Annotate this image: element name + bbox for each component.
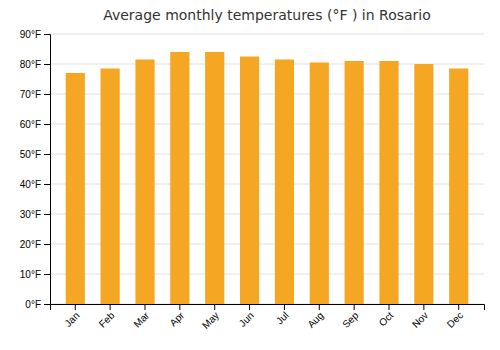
x-tick-mark (110, 304, 111, 310)
x-tick: Jun (237, 304, 256, 329)
bar (379, 61, 398, 304)
x-tick-label: Apr (167, 309, 186, 328)
y-tick-label: 50°F (20, 149, 41, 160)
x-tick-mark (179, 304, 180, 310)
bar (414, 64, 433, 304)
y-tick-label: 20°F (20, 239, 41, 250)
x-tick: Jul (274, 304, 291, 326)
y-tick: 30°F (20, 209, 50, 220)
y-tick-label: 90°F (20, 29, 41, 40)
x-tick-mark (319, 304, 320, 310)
bar (449, 69, 468, 305)
x-tick: May (200, 304, 221, 331)
x-tick-mark (389, 304, 390, 310)
x-tick: Jan (62, 304, 81, 329)
x-tick: Dec (445, 304, 465, 330)
bar (310, 63, 329, 305)
bar (205, 52, 224, 304)
y-axis: 0°F 10°F 20°F 30°F 40°F 50°F 60°F 70°F 80°F 90°F (20, 29, 51, 310)
y-tick-label: 30°F (20, 209, 41, 220)
x-tick-mark (354, 304, 355, 310)
x-tick-mark (249, 304, 250, 310)
y-tick-label: 40°F (20, 179, 41, 190)
y-tick: 50°F (20, 149, 50, 160)
x-tick: Apr (167, 304, 186, 328)
bar (66, 73, 85, 304)
y-tick: 60°F (20, 119, 50, 130)
y-tick-mark (44, 304, 50, 305)
y-tick: 70°F (20, 89, 50, 100)
x-tick: Sep (340, 304, 361, 330)
x-tick-label: Jul (274, 310, 291, 327)
x-tick-mark (423, 304, 424, 310)
y-tick-mark (44, 244, 50, 245)
y-tick-label: 70°F (20, 89, 41, 100)
x-tick-label: Mar (131, 309, 151, 329)
x-tick: Mar (131, 304, 151, 330)
x-tick-label: May (200, 310, 221, 331)
x-tick-label: Sep (340, 309, 361, 330)
y-tick: 0°F (25, 299, 50, 310)
bar (135, 60, 154, 305)
x-tick: Nov (410, 304, 430, 330)
x-axis-line (51, 305, 485, 311)
bar (345, 61, 364, 304)
y-tick-label: 0°F (25, 299, 41, 310)
y-tick-label: 80°F (20, 59, 41, 70)
bar (240, 57, 259, 305)
x-tick-mark (458, 304, 459, 310)
y-tick: 10°F (20, 269, 50, 280)
y-tick-mark (44, 64, 50, 65)
x-tick-mark (144, 304, 145, 310)
x-tick-label: Oct (377, 310, 396, 329)
y-tick-mark (44, 214, 50, 215)
y-tick-mark (44, 124, 50, 125)
grid-line (50, 34, 484, 35)
y-tick-label: 60°F (20, 119, 41, 130)
x-tick-mark (214, 304, 215, 310)
y-tick-label: 10°F (20, 269, 41, 280)
bars (66, 52, 469, 304)
x-tick-label: Feb (97, 309, 117, 329)
y-tick-mark (44, 154, 50, 155)
x-tick: Feb (97, 304, 117, 330)
x-tick: Aug (305, 304, 325, 330)
plot: 0°F 10°F 20°F 30°F 40°F 50°F 60°F 70°F 80°F 90°F J… (20, 29, 485, 331)
x-tick: Oct (377, 304, 396, 328)
x-tick-label: Jan (62, 310, 81, 329)
y-tick: 80°F (20, 59, 50, 70)
x-tick-mark (284, 304, 285, 310)
grid (50, 34, 484, 304)
chart-svg: 0°F 10°F 20°F 30°F 40°F 50°F 60°F 70°F 80°F 90°F J… (0, 0, 500, 350)
x-tick-label: Jun (237, 310, 256, 329)
chart-container: 0°F 10°F 20°F 30°F 40°F 50°F 60°F 70°F 80°F 90°F J… (0, 0, 500, 350)
y-tick-mark (44, 274, 50, 275)
x-tick-mark (75, 304, 76, 310)
title: Average monthly temperatures (°F ) in Ro… (103, 7, 431, 23)
bar (275, 60, 294, 305)
x-tick-label: Aug (305, 310, 325, 330)
x-tick-label: Dec (445, 310, 465, 330)
bar (170, 52, 189, 304)
y-tick: 20°F (20, 239, 50, 250)
y-tick: 40°F (20, 179, 50, 190)
x-axis: Jan Feb Mar Apr May Jun Jul Aug Sep Oct Nov Dec (51, 304, 485, 331)
y-axis-line (44, 35, 51, 305)
y-tick-mark (44, 94, 50, 95)
y-tick-mark (44, 34, 50, 35)
x-tick-label: Nov (410, 310, 430, 330)
bar (101, 69, 120, 305)
y-tick: 90°F (20, 29, 50, 40)
y-tick-mark (44, 184, 50, 185)
